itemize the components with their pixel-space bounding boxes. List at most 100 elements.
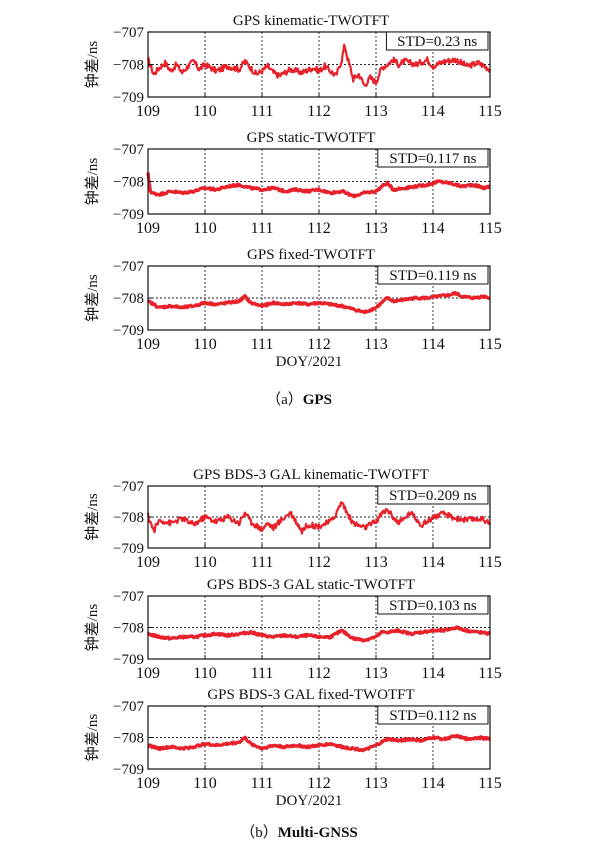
std-annotation-box — [377, 595, 489, 615]
y-tick-label: −707 — [113, 479, 144, 495]
x-tick-label: 115 — [478, 103, 501, 120]
x-tick-label: 114 — [421, 103, 444, 120]
x-tick-label: 109 — [136, 665, 160, 682]
std-annotation: STD=0.119 ns — [389, 268, 476, 284]
x-tick-label: 115 — [478, 665, 501, 682]
y-tick-label: −708 — [113, 621, 144, 637]
y-axis-label: 钟差/ns — [84, 274, 101, 322]
x-tick-label: 115 — [478, 220, 501, 237]
x-tick-label: 112 — [307, 103, 330, 120]
y-tick-label: −707 — [113, 142, 144, 158]
data-series-line — [146, 172, 491, 199]
x-tick-label: 109 — [136, 336, 160, 353]
chart-panel-2: GPS static-TWOTFT 109 110 111 112 113 114 115 −7… — [84, 130, 502, 237]
std-annotation: STD=0.209 ns — [389, 488, 477, 504]
y-tick-label: −708 — [113, 58, 144, 74]
chart-title: GPS BDS-3 GAL kinematic-TWOTFT — [193, 467, 429, 483]
data-series-line — [146, 291, 491, 315]
std-annotation: STD=0.103 ns — [389, 598, 477, 614]
x-axis-label: DOY/2021 — [276, 793, 343, 809]
x-tick-label: 111 — [251, 103, 274, 120]
caption-a: （a）GPS — [0, 388, 598, 409]
x-tick-label: 115 — [478, 554, 501, 571]
y-tick-label: −709 — [113, 207, 144, 223]
std-annotation-box — [377, 148, 489, 168]
x-tick-label: 111 — [251, 775, 274, 792]
x-tick-label: 115 — [478, 336, 501, 353]
y-tick-label: −707 — [113, 259, 144, 275]
x-tick-label: 114 — [421, 336, 444, 353]
y-tick-label: −709 — [113, 762, 144, 778]
y-tick-label: −708 — [113, 291, 144, 307]
std-annotation-box — [377, 705, 489, 725]
x-tick-label: 112 — [307, 220, 330, 237]
x-tick-label: 114 — [421, 665, 444, 682]
std-annotation-box — [377, 485, 489, 505]
x-tick-label: 113 — [364, 220, 387, 237]
x-tick-label: 109 — [136, 554, 160, 571]
data-series-line — [146, 501, 492, 535]
x-tick-label: 109 — [136, 103, 160, 120]
std-annotation-box — [377, 265, 489, 285]
data-series-line — [146, 625, 492, 643]
chart-panel-5: GPS BDS-3 GAL static-TWOTFT 109 110 111 112 1… — [84, 577, 502, 682]
caption-a-title: GPS — [302, 392, 332, 408]
y-tick-label: −708 — [113, 510, 144, 526]
x-axis-label: DOY/2021 — [276, 354, 343, 370]
chart-title: GPS BDS-3 GAL fixed-TWOTFT — [207, 687, 414, 703]
x-tick-label: 113 — [364, 665, 387, 682]
x-tick-label: 112 — [307, 775, 330, 792]
caption-b: （b）Multi-GNSS — [0, 821, 598, 842]
y-tick-label: −709 — [113, 323, 144, 339]
chart-panel-3: GPS fixed-TWOTFT 109 110 111 112 113 114 115 −70… — [84, 247, 502, 370]
y-tick-label: −707 — [113, 589, 144, 605]
y-tick-label: −707 — [113, 699, 144, 715]
y-tick-label: −709 — [113, 541, 144, 557]
x-tick-label: 111 — [251, 665, 274, 682]
x-tick-label: 110 — [193, 554, 216, 571]
caption-b-title: Multi-GNSS — [277, 825, 358, 841]
x-tick-label: 115 — [478, 775, 501, 792]
x-tick-label: 110 — [193, 665, 216, 682]
x-tick-label: 113 — [364, 103, 387, 120]
x-tick-label: 111 — [251, 554, 274, 571]
x-tick-label: 110 — [193, 336, 216, 353]
x-tick-label: 110 — [193, 103, 216, 120]
y-tick-label: −709 — [113, 90, 144, 106]
x-tick-label: 112 — [307, 665, 330, 682]
chart-panel-6: GPS BDS-3 GAL fixed-TWOTFT 109 110 111 112 11… — [84, 687, 502, 809]
x-tick-label: 109 — [136, 220, 160, 237]
data-series-line — [147, 733, 491, 753]
chart-panel-1: GPS kinematic-TWOTFT 109 110 111 112 113 114 11… — [84, 13, 502, 120]
y-axis-label: 钟差/ns — [84, 604, 101, 652]
caption-a-prefix: （a） — [266, 392, 303, 408]
data-series-line — [146, 43, 492, 88]
x-tick-label: 113 — [364, 336, 387, 353]
y-axis-label: 钟差/ns — [84, 714, 101, 762]
y-tick-label: −708 — [113, 175, 144, 191]
chart-panel-4: GPS BDS-3 GAL kinematic-TWOTFT 109 110 111 1… — [84, 467, 502, 571]
chart-title: GPS fixed-TWOTFT — [247, 247, 375, 263]
y-tick-label: −708 — [113, 731, 144, 747]
y-axis-label: 钟差/ns — [84, 41, 101, 89]
std-annotation: STD=0.112 ns — [389, 708, 476, 724]
x-tick-label: 111 — [251, 220, 274, 237]
y-axis-label: 钟差/ns — [84, 493, 101, 541]
x-tick-label: 113 — [364, 554, 387, 571]
x-tick-label: 112 — [307, 336, 330, 353]
std-annotation-box — [385, 31, 489, 51]
x-tick-label: 113 — [364, 775, 387, 792]
x-tick-label: 109 — [136, 775, 160, 792]
std-annotation: STD=0.117 ns — [389, 151, 476, 167]
x-tick-label: 114 — [421, 220, 444, 237]
chart-title: GPS kinematic-TWOTFT — [233, 13, 389, 29]
x-tick-label: 114 — [421, 554, 444, 571]
x-tick-label: 110 — [193, 220, 216, 237]
y-tick-label: −709 — [113, 652, 144, 668]
x-tick-label: 114 — [421, 775, 444, 792]
caption-b-prefix: （b） — [240, 825, 278, 841]
y-axis-label: 钟差/ns — [84, 158, 101, 206]
x-tick-label: 112 — [307, 554, 330, 571]
x-tick-label: 110 — [193, 775, 216, 792]
